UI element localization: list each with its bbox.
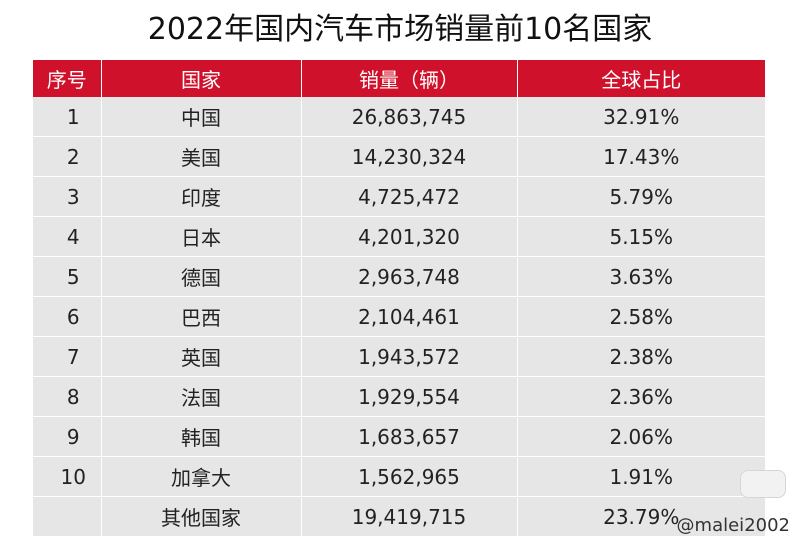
- cell-share: 17.43%: [517, 136, 765, 177]
- cell-country: 巴西: [101, 296, 302, 337]
- cell-country: 美国: [101, 136, 302, 177]
- watermark-handle: @malei2002: [676, 515, 790, 536]
- table-row: 7 英国 1,943,572 2.38%: [33, 336, 765, 377]
- header-sales: 销量（辆）: [301, 60, 518, 97]
- table-row: 10 加拿大 1,562,965 1.91%: [33, 456, 765, 497]
- table-row: 4 日本 4,201,320 5.15%: [33, 216, 765, 257]
- cell-rank: 1: [33, 97, 102, 137]
- cell-rank: [33, 496, 102, 537]
- cell-rank: 7: [33, 336, 102, 377]
- cell-share: 3.63%: [517, 256, 765, 297]
- cell-share: 2.06%: [517, 416, 765, 457]
- cell-country: 德国: [101, 256, 302, 297]
- table-row: 5 德国 2,963,748 3.63%: [33, 256, 765, 297]
- cell-rank: 4: [33, 216, 102, 257]
- header-share: 全球占比: [517, 60, 765, 97]
- cell-country: 其他国家: [101, 496, 302, 537]
- cell-sales: 1,929,554: [301, 376, 518, 417]
- header-country: 国家: [101, 60, 302, 97]
- page-title: 2022年国内汽车市场销量前10名国家: [147, 12, 653, 47]
- cell-sales: 4,201,320: [301, 216, 518, 257]
- cell-country: 加拿大: [101, 456, 302, 497]
- cell-sales: 1,943,572: [301, 336, 518, 377]
- cell-sales: 2,963,748: [301, 256, 518, 297]
- cell-country: 日本: [101, 216, 302, 257]
- cell-rank: 5: [33, 256, 102, 297]
- cell-share: 32.91%: [517, 97, 765, 137]
- table-row: 2 美国 14,230,324 17.43%: [33, 136, 765, 177]
- cell-share: 23.79%: [517, 496, 765, 537]
- sales-table: 序号 国家 销量（辆） 全球占比 1 中国 26,863,745 32.91% …: [33, 60, 765, 537]
- cell-rank: 8: [33, 376, 102, 417]
- cell-sales: 26,863,745: [301, 97, 518, 137]
- cell-rank: 3: [33, 176, 102, 217]
- table-row: 1 中国 26,863,745 32.91%: [33, 97, 765, 137]
- cell-rank: 2: [33, 136, 102, 177]
- cell-share: 1.91%: [517, 456, 765, 497]
- table-row-others: 其他国家 19,419,715 23.79%: [33, 496, 765, 537]
- cell-rank: 6: [33, 296, 102, 337]
- weibo-logo-icon: [740, 470, 786, 498]
- cell-sales: 1,683,657: [301, 416, 518, 457]
- cell-sales: 4,725,472: [301, 176, 518, 217]
- cell-share: 5.15%: [517, 216, 765, 257]
- cell-country: 中国: [101, 97, 302, 137]
- table-row: 3 印度 4,725,472 5.79%: [33, 176, 765, 217]
- header-rank: 序号: [33, 60, 102, 97]
- cell-country: 印度: [101, 176, 302, 217]
- cell-sales: 2,104,461: [301, 296, 518, 337]
- cell-rank: 10: [33, 456, 102, 497]
- table-header-row: 序号 国家 销量（辆） 全球占比: [33, 60, 765, 97]
- cell-share: 2.58%: [517, 296, 765, 337]
- cell-share: 5.79%: [517, 176, 765, 217]
- cell-sales: 19,419,715: [301, 496, 518, 537]
- table-row: 9 韩国 1,683,657 2.06%: [33, 416, 765, 457]
- cell-country: 英国: [101, 336, 302, 377]
- cell-sales: 14,230,324: [301, 136, 518, 177]
- cell-country: 法国: [101, 376, 302, 417]
- cell-share: 2.38%: [517, 336, 765, 377]
- cell-sales: 1,562,965: [301, 456, 518, 497]
- cell-rank: 9: [33, 416, 102, 457]
- table-row: 6 巴西 2,104,461 2.58%: [33, 296, 765, 337]
- cell-country: 韩国: [101, 416, 302, 457]
- cell-share: 2.36%: [517, 376, 765, 417]
- table-row: 8 法国 1,929,554 2.36%: [33, 376, 765, 417]
